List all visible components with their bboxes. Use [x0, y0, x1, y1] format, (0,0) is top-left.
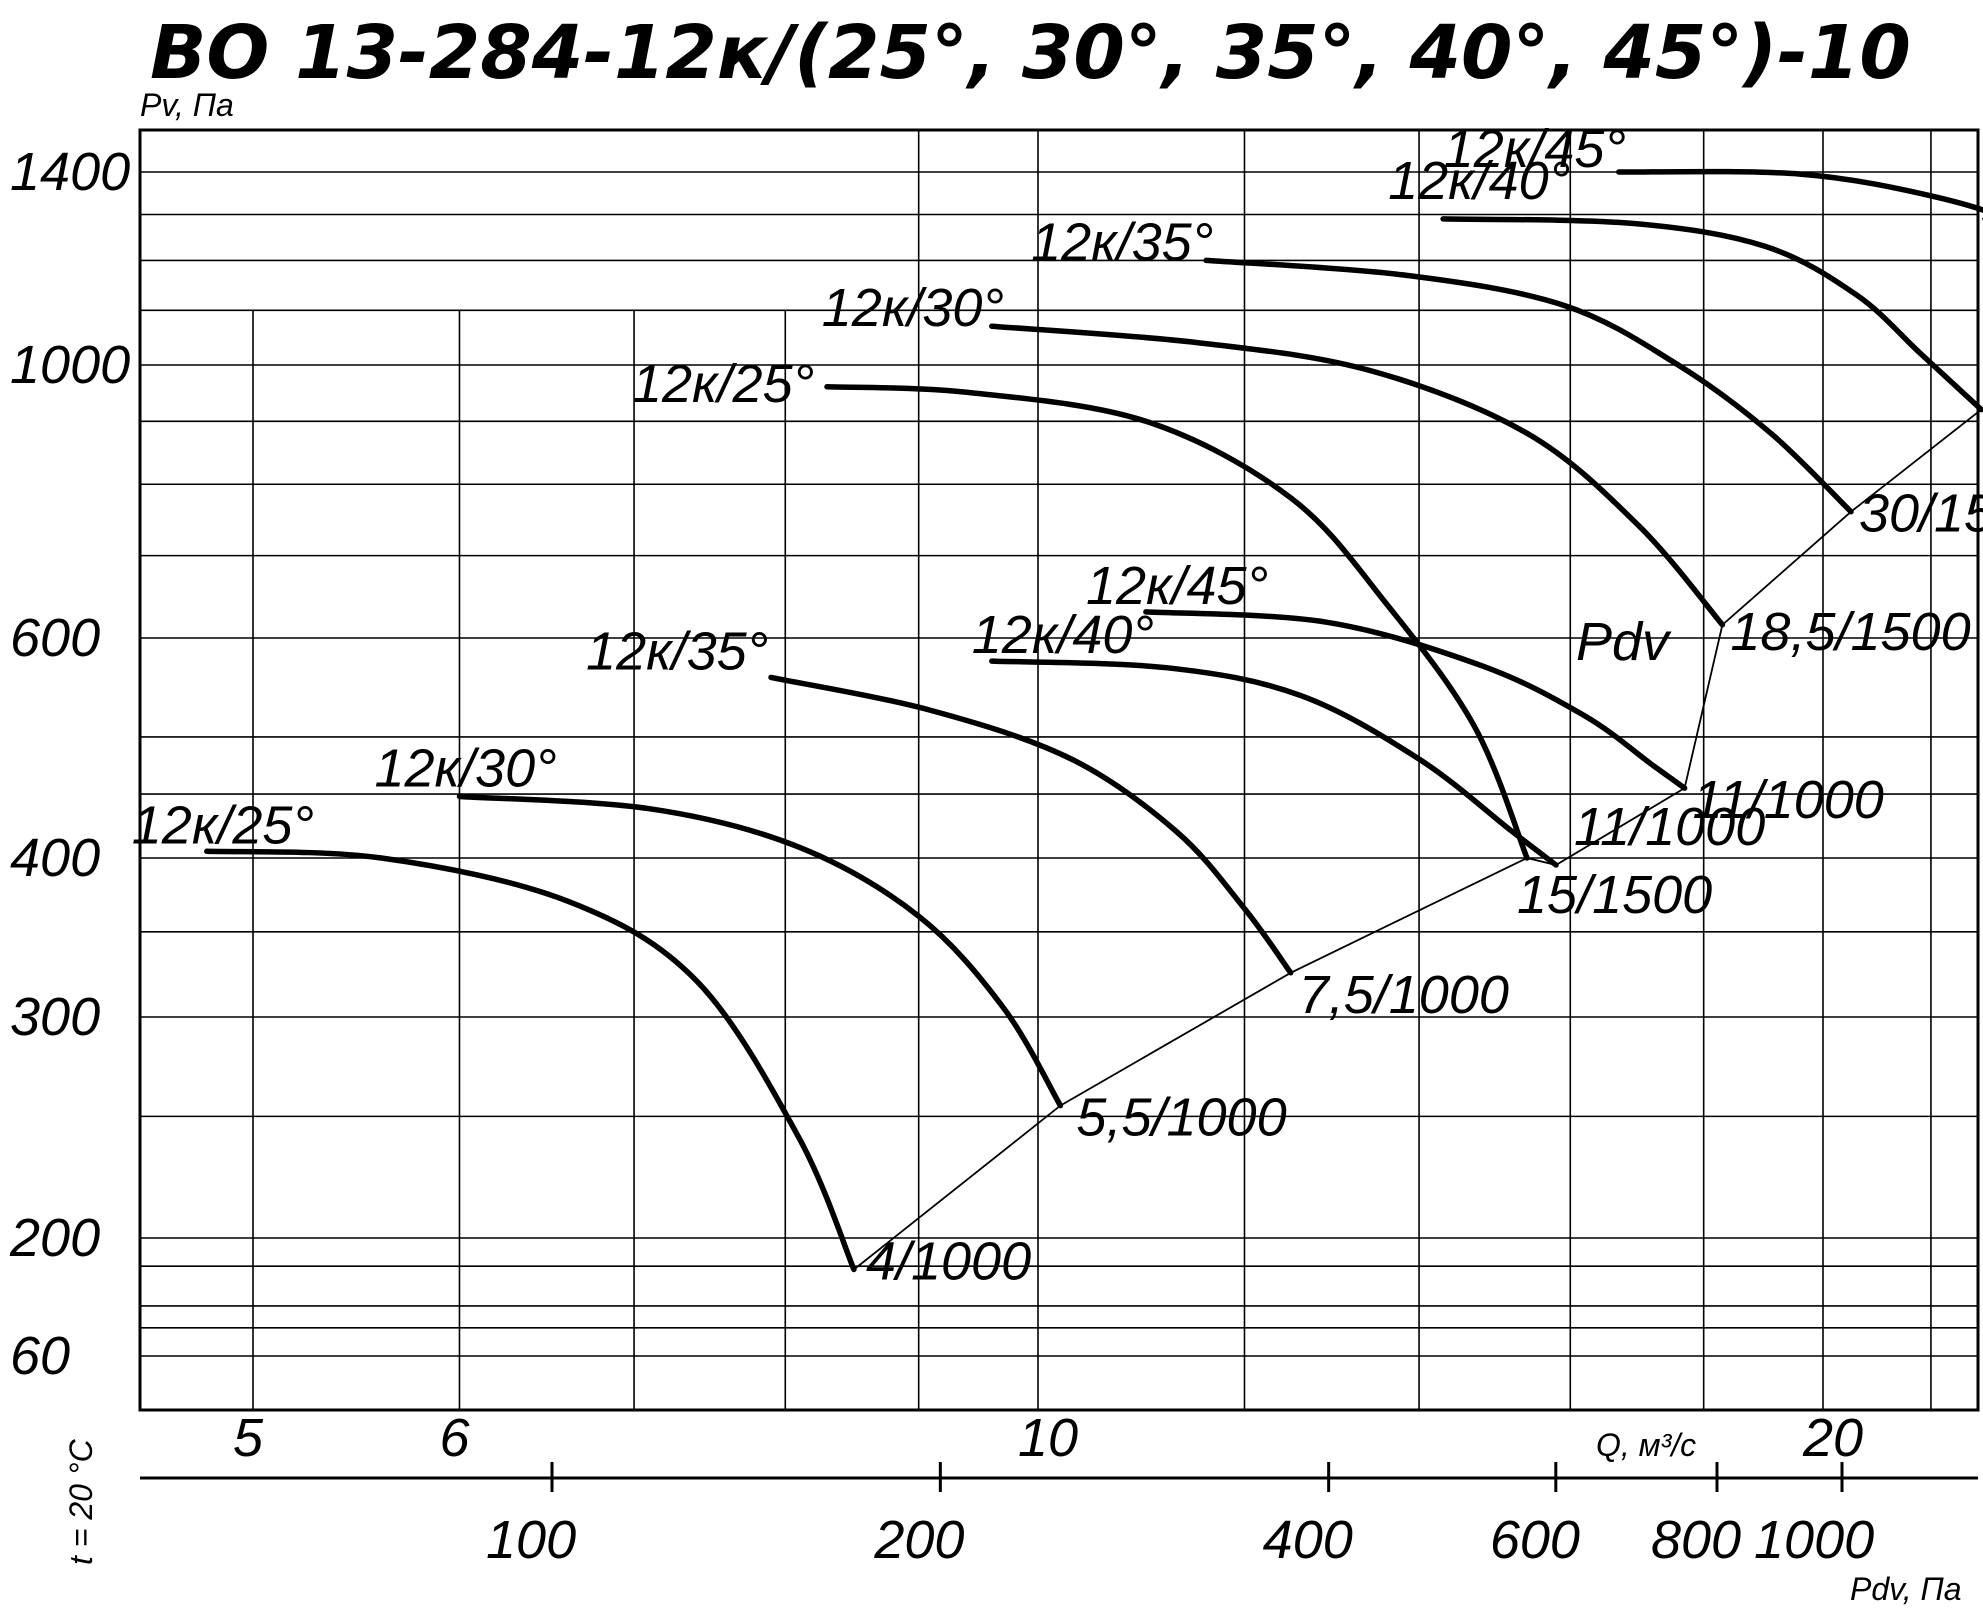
curve-7	[989, 323, 1726, 628]
curve-label: 12к/45°	[1444, 119, 1626, 179]
x-axis-label: Q, м³/с	[1596, 1427, 1696, 1463]
plot-area: 1400 1000 600 400 300 200 60 5 6 10 20 100 200 400 600…	[9, 119, 1983, 1570]
pdv-tick-label: 200	[873, 1510, 964, 1570]
x-tick-label: 5	[233, 1408, 264, 1468]
pdv-line-label: Pdv	[1576, 612, 1672, 672]
curve-label: 12к/40°	[972, 605, 1154, 665]
curve-1	[204, 848, 857, 1273]
pdv-tick-label: 400	[1263, 1510, 1353, 1570]
curve-label: 12к/45°	[1086, 556, 1268, 616]
y-axis-label: Pv, Па	[140, 87, 234, 123]
motor-label: 11/1000	[1574, 797, 1765, 857]
curve-2	[456, 793, 1064, 1109]
x-tick-label: 20	[1802, 1408, 1863, 1468]
curve-label: 12к/35°	[1031, 212, 1213, 272]
curve-9	[1440, 216, 1983, 413]
motor-label: 5,5/1000	[1076, 1088, 1286, 1148]
pdv-line	[853, 407, 1983, 1271]
x-tick-label: 6	[439, 1408, 470, 1468]
motor-label: 4/1000	[866, 1232, 1031, 1292]
curve-8	[1203, 257, 1854, 515]
curve-label: 12к/30°	[374, 739, 556, 799]
curve-3	[768, 674, 1294, 976]
plot-frame	[138, 128, 1980, 1412]
motor-label: 30/1500	[1859, 484, 1983, 544]
motor-label: 7,5/1000	[1299, 965, 1509, 1025]
curve-6	[824, 384, 1530, 861]
curve-label: 12к/35°	[586, 621, 768, 681]
y-tick-label: 1000	[10, 335, 130, 395]
motor-label: 15/1500	[1517, 865, 1712, 925]
motor-label: 18,5/1500	[1730, 602, 1970, 662]
curve-10	[1616, 168, 1983, 213]
y-tick-label: 60	[10, 1326, 70, 1386]
chart-title: ВО 13-284-12к/(25°, 30°, 35°, 40°, 45°)-…	[150, 10, 1911, 96]
pdv-tick-label: 100	[486, 1510, 576, 1570]
y-tick-label: 400	[10, 828, 100, 888]
curve-label: 12к/25°	[132, 795, 314, 855]
x-tick-label: 10	[1018, 1408, 1078, 1468]
curve-label: 12к/25°	[632, 354, 814, 414]
curve-label: 12к/40°	[1388, 151, 1570, 211]
y-tick-label: 600	[10, 608, 100, 668]
pdv-axis-label: Pdv, Па	[1850, 1571, 1962, 1607]
temperature-label: t = 20 °C	[63, 1438, 99, 1565]
y-tick-label: 1400	[10, 142, 130, 202]
motor-label: 11/1000	[1693, 770, 1884, 830]
y-tick-label: 300	[10, 987, 100, 1047]
curve-5	[1143, 609, 1688, 791]
pdv-tick-label: 600	[1490, 1510, 1580, 1570]
curve-label: 12к/30°	[822, 278, 1004, 338]
motor-label: 37/1500	[1981, 179, 1983, 239]
curve-4	[989, 658, 1559, 868]
y-tick-label: 200	[9, 1208, 100, 1268]
pdv-tick-label: 800	[1651, 1510, 1741, 1570]
pdv-tick-label: 1000	[1754, 1510, 1874, 1570]
